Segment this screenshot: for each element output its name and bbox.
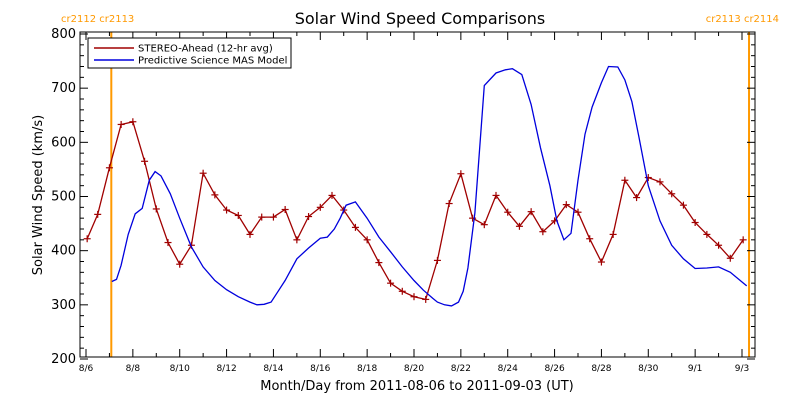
x-tick-label: 9/1 (688, 364, 702, 374)
data-point (469, 214, 477, 222)
data-point (152, 205, 160, 213)
data-point (527, 208, 535, 216)
data-point (83, 235, 91, 243)
x-tick-label: 8/6 (79, 364, 94, 374)
data-point (305, 213, 313, 221)
data-point (668, 190, 676, 198)
data-point (164, 239, 172, 247)
y-tick-label: 200 (51, 352, 76, 367)
data-point (703, 230, 711, 238)
data-point (586, 235, 594, 243)
legend-label: Predictive Science MAS Model (138, 56, 287, 67)
y-axis-label: Solar Wind Speed (km/s) (31, 115, 46, 275)
data-point (422, 295, 430, 303)
legend-box (87, 37, 292, 69)
data-point (281, 206, 289, 213)
data-point (691, 219, 699, 226)
data-point (223, 206, 231, 214)
data-point (246, 230, 254, 238)
y-tick-label: 700 (51, 81, 76, 96)
y-tick-label: 500 (51, 190, 76, 205)
x-tick-label: 8/16 (310, 364, 330, 374)
data-point (504, 208, 512, 216)
x-tick-label: 8/14 (263, 364, 283, 374)
data-point (410, 293, 418, 301)
data-point (269, 213, 277, 221)
x-tick-label: 8/8 (126, 364, 141, 374)
y-tick-label: 300 (51, 298, 76, 313)
data-point (609, 230, 617, 238)
data-point (234, 211, 242, 219)
data-point (351, 223, 359, 231)
series-line (86, 121, 744, 301)
x-tick-label: 8/24 (498, 364, 518, 374)
series-line (111, 65, 748, 307)
data-point (141, 157, 149, 165)
y-tick-label: 600 (51, 135, 76, 150)
x-tick-label: 8/20 (404, 364, 424, 374)
y-tick-label: 800 (51, 27, 76, 42)
legend: STEREO-Ahead (12-hr avg)Predictive Scien… (87, 37, 292, 69)
data-point (656, 178, 664, 186)
data-point (480, 221, 488, 229)
data-point (574, 208, 582, 216)
x-tick-label: 8/10 (170, 364, 190, 374)
data-point (633, 194, 641, 202)
data-point (129, 118, 137, 126)
data-point (363, 236, 371, 244)
data-point (457, 170, 465, 178)
x-tick-label: 9/3 (735, 364, 749, 374)
data-point (316, 203, 324, 211)
x-tick-label: 8/28 (591, 364, 611, 374)
data-point (644, 174, 652, 182)
data-point (117, 120, 125, 128)
data-point (258, 213, 266, 221)
data-point (328, 191, 336, 199)
chart-title: Solar Wind Speed Comparisons (295, 9, 546, 28)
data-point (398, 287, 406, 295)
y-tick-label: 400 (51, 244, 76, 259)
data-point (515, 222, 523, 230)
data-point (293, 236, 301, 244)
data-point (94, 210, 102, 218)
data-point (445, 200, 453, 208)
x-axis-label: Month/Day from 2011-08-06 to 2011-09-03 … (260, 379, 573, 394)
rotation-layer: cr2112 cr2113 cr2113 cr2114 (61, 14, 779, 357)
x-tick-label: 8/12 (216, 364, 236, 374)
rotation-label: cr2112 cr2113 (61, 14, 134, 25)
data-point (375, 259, 383, 267)
x-tick-label: 8/26 (544, 364, 564, 374)
data-point (105, 164, 113, 172)
data-point (211, 191, 219, 199)
x-tick-label: 8/22 (451, 364, 471, 374)
y-axis: 200 300 400 500 600 700 800 (51, 27, 755, 367)
data-point (492, 191, 500, 199)
x-tick-label: 8/30 (638, 364, 658, 374)
data-point (539, 228, 547, 236)
data-point (176, 260, 184, 268)
data-point (739, 236, 747, 244)
data-point (679, 201, 687, 209)
series-layer (83, 65, 748, 307)
data-point (387, 279, 395, 287)
data-point (597, 258, 605, 266)
data-point (726, 254, 734, 262)
legend-label: STEREO-Ahead (12-hr avg) (138, 44, 273, 55)
data-point (715, 241, 723, 249)
data-point (433, 256, 441, 264)
x-axis: 8/6 8/8 8/10 8/12 8/14 8/16 8/18 8/20 8/22 8/24 8/… (79, 32, 749, 374)
data-point (562, 201, 570, 209)
data-point (199, 169, 207, 177)
x-tick-label: 8/18 (357, 364, 377, 374)
rotation-label: cr2113 cr2114 (706, 14, 779, 25)
plot-frame (79, 31, 756, 358)
data-point (621, 176, 629, 184)
